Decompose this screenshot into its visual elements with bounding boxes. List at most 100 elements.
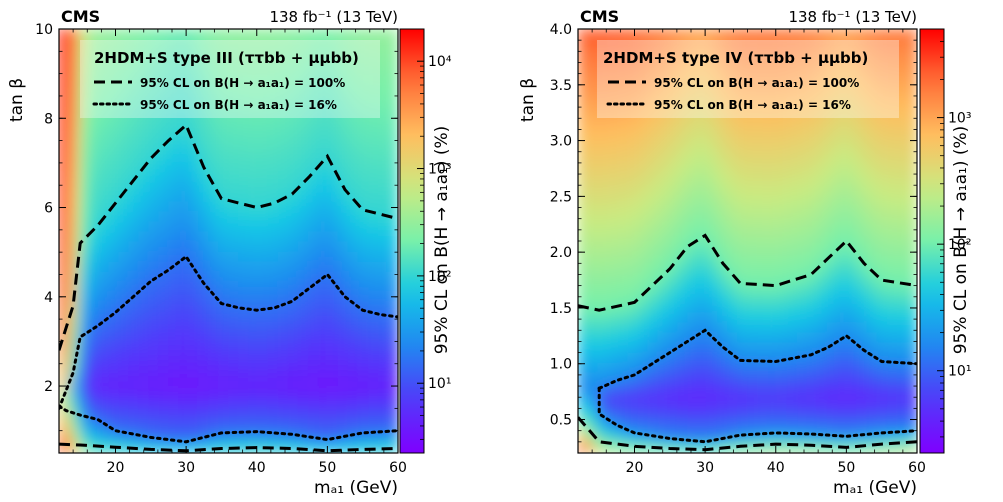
heatmap-cell — [727, 38, 739, 50]
heatmap-cell — [108, 58, 120, 70]
heatmap-cell — [597, 119, 609, 131]
heatmap-cell — [896, 200, 908, 212]
heatmap-cell — [168, 381, 180, 393]
heatmap-cell — [906, 270, 917, 282]
heatmap-cell — [707, 240, 719, 252]
heatmap-cell — [866, 412, 878, 424]
heatmap-cell — [776, 139, 788, 151]
heatmap-cell — [178, 230, 190, 242]
heatmap-cell — [78, 169, 90, 181]
heatmap-cell — [257, 139, 269, 151]
heatmap-cell — [836, 422, 848, 434]
heatmap-cell — [597, 159, 609, 171]
heatmap-cell — [317, 38, 329, 50]
heatmap-cell — [347, 250, 359, 262]
heatmap-cell — [138, 240, 150, 252]
heatmap-cell — [766, 169, 778, 181]
heatmap-cell — [188, 250, 200, 262]
heatmap-cell — [307, 331, 319, 343]
heatmap-cell — [277, 29, 289, 40]
heatmap-cell — [597, 48, 609, 60]
heatmap-cell — [836, 169, 848, 181]
heatmap-cell — [247, 260, 259, 272]
heatmap-cell — [846, 311, 858, 323]
heatmap-cell — [367, 179, 379, 191]
heatmap-cell — [357, 190, 369, 202]
heatmap-cell — [717, 129, 729, 141]
heatmap-cell — [238, 402, 249, 414]
heatmap-cell — [118, 119, 130, 131]
heatmap-cell — [607, 351, 619, 363]
heatmap-cell — [218, 270, 229, 282]
heatmap-cell — [108, 119, 120, 131]
heatmap-cell — [766, 361, 778, 373]
heatmap-cell — [327, 351, 339, 363]
heatmap-cell — [786, 29, 798, 40]
heatmap-cell — [387, 68, 398, 80]
heatmap-cell — [896, 119, 908, 131]
heatmap-cell — [856, 200, 868, 212]
heatmap-cell — [597, 331, 609, 343]
heatmap-cell — [687, 89, 699, 101]
heatmap-cell — [657, 169, 669, 181]
heatmap-cell — [307, 109, 319, 121]
heatmap-cell — [367, 301, 379, 313]
heatmap-cell — [806, 29, 818, 40]
heatmap-cell — [238, 220, 249, 232]
heatmap-cell — [906, 291, 917, 303]
heatmap-cell — [737, 68, 748, 80]
heatmap-cell — [198, 29, 210, 40]
heatmap-cell — [687, 260, 699, 272]
heatmap-cell — [138, 331, 150, 343]
heatmap-cell — [337, 391, 349, 403]
heatmap-cell — [717, 89, 729, 101]
heatmap-cell — [826, 422, 838, 434]
heatmap-cell — [876, 442, 888, 453]
heatmap-cell — [667, 48, 679, 60]
heatmap-cell — [617, 240, 629, 252]
heatmap-cell — [337, 68, 349, 80]
heatmap-cell — [128, 422, 140, 434]
heatmap-cell — [218, 220, 229, 232]
heatmap-cell — [138, 169, 150, 181]
heatmap-cell — [776, 260, 788, 272]
lumi-label: 138 fb⁻¹ (13 TeV) — [788, 8, 917, 26]
heatmap-cell — [687, 119, 699, 131]
heatmap-cell — [218, 250, 229, 262]
heatmap-cell — [697, 301, 709, 313]
heatmap-cell — [826, 301, 838, 313]
heatmap-cell — [118, 331, 130, 343]
heatmap-cell — [287, 291, 299, 303]
heatmap-cell — [687, 351, 699, 363]
heatmap-cell — [108, 280, 120, 292]
heatmap-cell — [267, 432, 279, 444]
heatmap-cell — [377, 291, 389, 303]
heatmap-cell — [118, 422, 130, 434]
heatmap-cell — [118, 402, 130, 414]
heatmap-cell — [856, 139, 868, 151]
heatmap-cell — [578, 381, 589, 393]
heatmap-cell — [657, 58, 669, 70]
heatmap-cell — [607, 38, 619, 50]
heatmap-cell — [757, 301, 768, 313]
heatmap-cell — [617, 391, 629, 403]
heatmap-cell — [697, 119, 709, 131]
heatmap-cell — [677, 149, 689, 161]
heatmap-cell — [836, 402, 848, 414]
heatmap-cell — [836, 159, 848, 171]
heatmap-cell — [337, 58, 349, 70]
heatmap-cell — [786, 331, 798, 343]
heatmap-cell — [128, 220, 140, 232]
heatmap-cell — [118, 149, 130, 161]
heatmap-cell — [647, 230, 659, 242]
heatmap-cell — [836, 341, 848, 353]
heatmap-cell — [377, 412, 389, 424]
heatmap-cell — [886, 179, 898, 191]
heatmap-cell — [267, 230, 279, 242]
heatmap-cell — [747, 230, 758, 242]
heatmap-cell — [737, 432, 748, 444]
heatmap-cell — [906, 220, 917, 232]
heatmap-cell — [267, 341, 279, 353]
x-tick-label: 50 — [318, 460, 336, 476]
heatmap-cell — [647, 391, 659, 403]
